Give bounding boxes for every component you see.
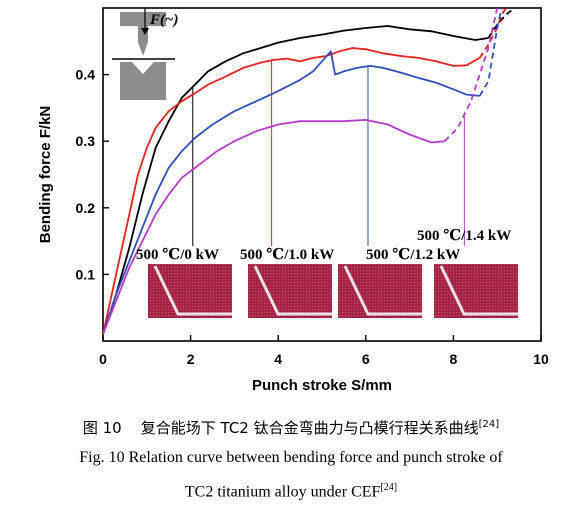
caption-cn-ref: [24]: [478, 419, 500, 430]
series-line-solid: [103, 47, 481, 335]
series-line-dashed: [478, 8, 503, 97]
bent-sheet-profile: [153, 265, 232, 316]
bent-sheet-profile: [439, 265, 518, 316]
x-axis-label: Punch stroke S/mm: [252, 377, 392, 394]
bent-sheet-profile: [253, 265, 332, 316]
inset-photo: [338, 264, 422, 318]
y-tick-label: 0.1: [76, 266, 96, 282]
x-tick-label: 2: [187, 351, 195, 367]
punch-die-icon: F(~): [112, 8, 179, 100]
series-line-dashed: [487, 8, 516, 39]
caption-english-line2: TC2 titanium alloy under CEF[24]: [0, 473, 582, 507]
series-line-dashed: [443, 8, 499, 142]
series-line-dashed: [478, 8, 507, 59]
bending-force-chart: 0 2 4 6 8 10 0.1 0.2 0.3 0.4 Punch stroke S/mm Bend…: [37, 7, 549, 394]
inset-photo: [148, 264, 232, 318]
y-tick-label: 0.3: [76, 133, 96, 149]
caption-english-line1: Fig. 10 Relation curve between bending f…: [79, 449, 503, 466]
caption-en-ref: [24]: [380, 482, 398, 493]
force-label: F(~): [149, 12, 179, 28]
inset-photo-texture: [248, 264, 332, 318]
y-tick-label: 0.2: [76, 200, 96, 216]
x-tick-label: 0: [99, 351, 107, 367]
chart-container: 0 2 4 6 8 10 0.1 0.2 0.3 0.4 Punch stroke S/mm Bend…: [37, 7, 549, 394]
condition-label: 500 ℃/1.2 kW: [366, 247, 460, 263]
bent-sheet-profile: [343, 265, 422, 316]
punch-shape: [120, 12, 166, 56]
plot-frame: [102, 7, 542, 342]
inset-photo: [248, 264, 332, 318]
caption-en-text: TC2 titanium alloy under CEF: [184, 483, 381, 501]
x-tick-label: 4: [274, 351, 282, 367]
die-shape: [120, 62, 166, 100]
caption-cn-text: 复合能场下 TC2 钛合金弯曲力与凸模行程关系曲线: [140, 419, 479, 437]
inset-photo-texture: [148, 264, 232, 318]
series-line-solid: [103, 25, 489, 335]
y-axis-label: Bending force F/kN: [37, 106, 54, 244]
inset-photo-texture: [338, 264, 422, 318]
caption-cn-prefix: 图 10: [82, 419, 122, 437]
series-line-solid: [103, 50, 480, 335]
x-tick-label: 6: [362, 351, 370, 367]
inset-photo-texture: [434, 264, 518, 318]
x-tick-label: 10: [533, 351, 549, 367]
inset-photo: [434, 264, 518, 318]
caption-chinese: 图 10 复合能场下 TC2 钛合金弯曲力与凸模行程关系曲线[24]: [0, 410, 582, 443]
series-line-solid: [103, 119, 445, 335]
curves-group: [103, 8, 516, 335]
y-tick-label: 0.4: [76, 67, 96, 83]
condition-label: 500 ℃/0 kW: [136, 247, 219, 263]
x-tick-label: 8: [450, 351, 458, 367]
figure-caption: 图 10 复合能场下 TC2 钛合金弯曲力与凸模行程关系曲线[24] Fig. …: [0, 410, 582, 507]
force-arrow-head: [141, 28, 149, 35]
condition-label: 500 ℃/1.0 kW: [240, 247, 334, 263]
condition-label: 500 ℃/1.4 kW: [417, 228, 511, 244]
